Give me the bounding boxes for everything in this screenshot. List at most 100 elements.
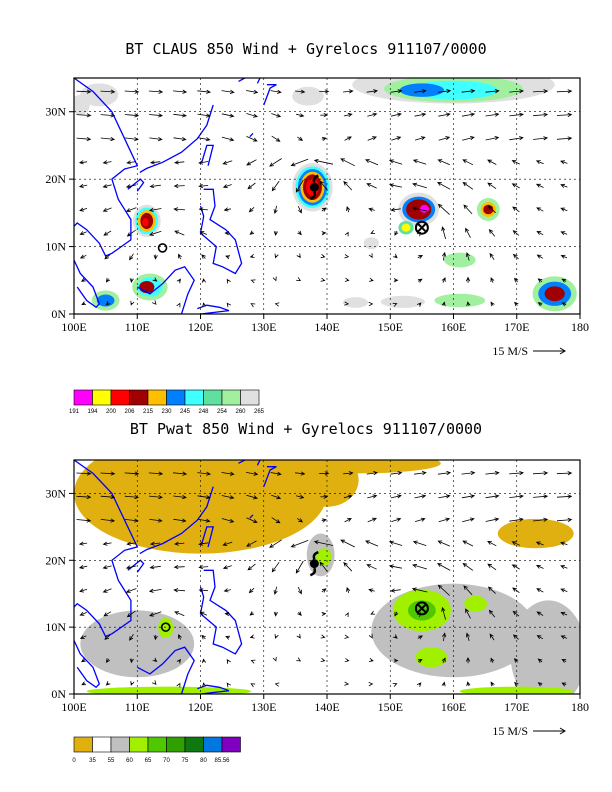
wind-arrow xyxy=(249,611,255,616)
wind-arrow xyxy=(273,611,278,617)
wind-arrow xyxy=(416,682,422,688)
wind-arrow xyxy=(393,634,398,639)
coastline xyxy=(74,460,139,638)
wind-arrow xyxy=(174,541,185,546)
lat-tick-label: 20N xyxy=(45,553,66,567)
wind-arrow xyxy=(102,565,112,570)
wind-arrow xyxy=(269,539,282,548)
wind-arrow xyxy=(438,517,451,523)
wind-arrow xyxy=(466,301,471,307)
wind-arrow xyxy=(201,634,206,640)
legend-label: 55 xyxy=(108,758,115,764)
lat-tick-label: 10N xyxy=(45,620,66,634)
wind-arrow xyxy=(105,300,111,306)
wind-arrow xyxy=(320,277,326,282)
legend-swatch xyxy=(221,389,241,406)
wind-arrow xyxy=(487,205,496,214)
wind-arrow xyxy=(441,301,446,307)
wind-arrow xyxy=(79,611,87,616)
field-patch xyxy=(401,223,411,232)
wind-arrow xyxy=(560,611,568,616)
wind-arrow xyxy=(104,254,111,260)
wind-arrow xyxy=(198,183,209,189)
wind-arrow xyxy=(485,494,500,499)
wind-arrow xyxy=(173,113,187,118)
wind-arrow xyxy=(461,89,476,94)
wind-arrow xyxy=(149,184,161,189)
legend-swatch xyxy=(166,736,186,753)
wind-arrow xyxy=(296,113,305,118)
field-patch xyxy=(415,647,448,668)
wind-arrow xyxy=(173,183,185,189)
coastline xyxy=(263,466,277,487)
wind-arrow xyxy=(81,681,86,686)
wind-arrow xyxy=(465,608,471,619)
wind-arrow xyxy=(248,207,255,213)
wind-arrow xyxy=(104,634,111,640)
wind-arrow xyxy=(416,302,422,307)
wind-arrow xyxy=(149,160,161,165)
wind-arrow xyxy=(295,560,304,574)
wind-arrow xyxy=(368,588,375,593)
wind-arrow xyxy=(225,255,231,260)
wind-arrow xyxy=(198,160,209,165)
wind-arrow xyxy=(488,609,496,618)
wind-arrow xyxy=(561,659,567,663)
wind-arrow xyxy=(270,89,282,94)
lon-tick-label: 130E xyxy=(251,700,276,714)
wind-arrow xyxy=(224,231,231,236)
wind-arrow xyxy=(223,588,231,593)
wind-arrow xyxy=(462,181,474,190)
wind-arrow xyxy=(561,278,567,283)
legend-swatch xyxy=(147,389,167,406)
wind-scale-arrow xyxy=(533,347,566,355)
wind-arrow xyxy=(76,494,92,500)
wind-arrow xyxy=(297,206,302,214)
wind-arrow xyxy=(533,494,549,499)
wind-arrow xyxy=(149,113,164,118)
wind-arrow xyxy=(536,588,544,593)
wind-arrow xyxy=(100,89,116,94)
wind-arrow xyxy=(560,541,568,546)
wind-arrow xyxy=(129,633,134,641)
wind-arrow xyxy=(249,634,255,639)
wind-arrow xyxy=(225,635,231,640)
lon-tick-label: 180 xyxy=(571,700,589,714)
wind-arrow xyxy=(297,586,302,595)
field-shading xyxy=(74,460,580,694)
wind-arrow xyxy=(226,659,231,664)
wind-arrow xyxy=(319,471,330,476)
wind-arrow xyxy=(556,89,573,94)
wind-arrow xyxy=(560,254,568,259)
wind-arrow xyxy=(489,633,495,641)
wind-arrow xyxy=(390,112,402,117)
wind-arrow xyxy=(172,471,188,476)
wind-arrow xyxy=(221,89,235,94)
legend-swatch xyxy=(110,736,130,753)
wind-arrow xyxy=(465,656,471,664)
wind-arrow xyxy=(78,160,88,165)
wind-arrow xyxy=(173,495,187,500)
wind-arrow xyxy=(81,277,86,282)
wind-arrow xyxy=(344,136,352,141)
wind-arrow xyxy=(388,183,402,188)
lon-tick-label: 160E xyxy=(441,320,466,334)
lon-tick-label: 150E xyxy=(378,700,403,714)
wind-arrow xyxy=(103,611,112,617)
lon-tick-label: 110E xyxy=(125,700,150,714)
wind-arrow xyxy=(388,564,402,569)
wind-arrow xyxy=(148,89,164,94)
wind-arrow xyxy=(172,89,188,94)
wind-arrow xyxy=(366,471,378,476)
panel-1-title: BT CLAUS 850 Wind + Gyrelocs 911107/0000 xyxy=(125,40,487,58)
wind-arrow xyxy=(246,89,259,94)
wind-arrow xyxy=(129,658,134,664)
wind-arrow xyxy=(438,136,451,141)
wind-arrow xyxy=(130,300,135,306)
wind-arrow xyxy=(368,633,373,639)
gyre-center-ring-icon xyxy=(157,243,168,253)
coastline xyxy=(74,259,101,309)
wind-arrow xyxy=(100,518,116,523)
wind-arrow xyxy=(290,158,309,167)
wind-arrow xyxy=(250,659,256,664)
